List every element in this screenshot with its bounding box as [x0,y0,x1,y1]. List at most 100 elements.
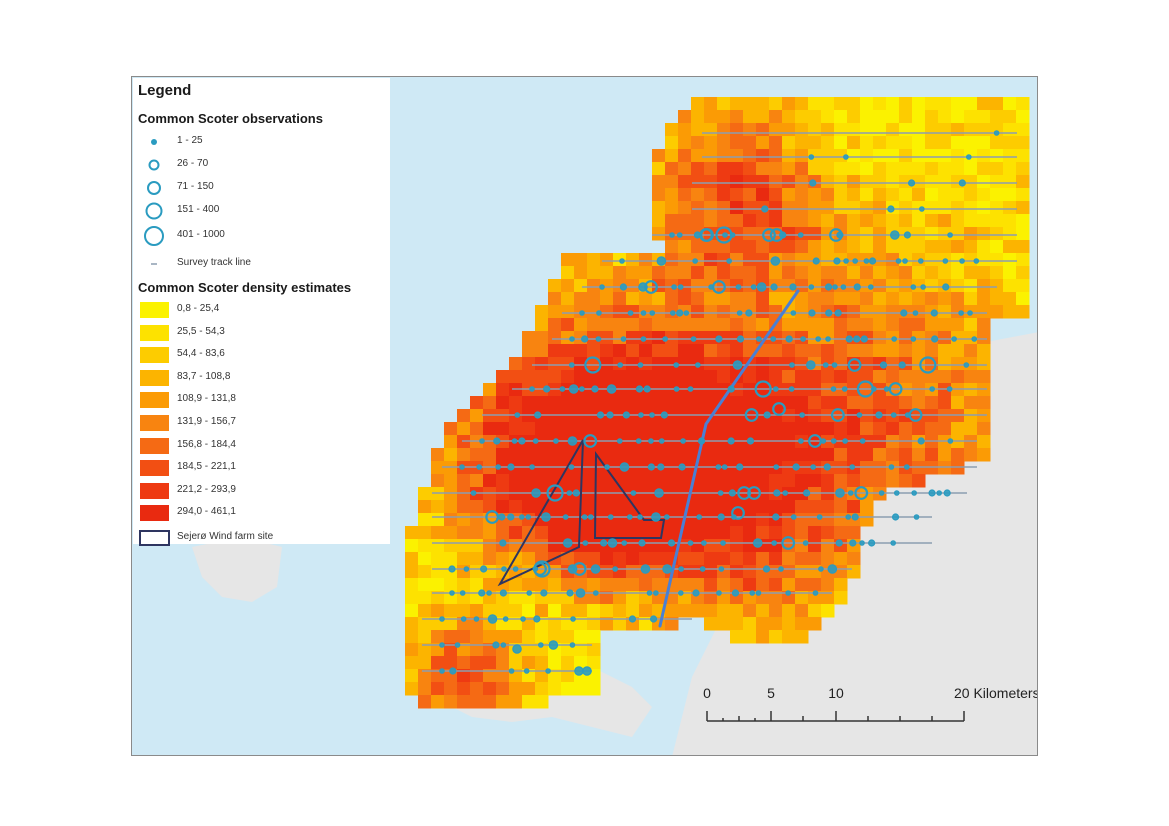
scoter-observation [993,130,1000,136]
density-cell [925,214,939,228]
scoter-observation [696,514,702,520]
density-cell [548,396,562,410]
density-cell [847,318,861,332]
density-cell [860,201,874,215]
density-cell [548,318,562,332]
scoter-observation [700,228,714,242]
density-cell [743,188,757,202]
scoter-observation [616,438,623,444]
density-cell [990,136,1004,150]
density-cell [561,396,575,410]
density-cell [847,149,861,163]
density-cell [704,97,718,111]
scoter-observation [570,616,576,622]
density-cell [782,175,796,189]
density-cell [431,591,445,605]
scoter-observation [448,565,456,573]
density-cell [717,500,731,514]
scoter-observation [736,335,745,343]
density-cell [899,162,913,176]
density-cell [626,474,640,488]
density-cell [782,344,796,358]
density-cell [704,123,718,137]
density-cell [821,578,835,592]
density-cell [808,227,822,241]
density-cell [496,695,510,709]
density-cell [522,591,536,605]
density-cell [1016,149,1030,163]
scoter-observation [606,411,614,419]
density-cell [470,396,484,410]
scoter-observation [587,514,594,520]
scoter-observation [572,562,587,576]
map-canvas[interactable] [132,77,1038,756]
density-cell [899,344,913,358]
density-cell [691,422,705,436]
density-cell [574,578,588,592]
density-cell [704,318,718,332]
density-cell [769,305,783,319]
scoter-observation [692,258,698,264]
density-cell [756,136,770,150]
windfarm-outline-icon [139,530,170,546]
density-cell [691,604,705,618]
density-cell [899,396,913,410]
density-cell [691,552,705,566]
density-cell [821,526,835,540]
density-cell [782,253,796,267]
density-cell [678,175,692,189]
density-cell [1016,201,1030,215]
density-cell [912,188,926,202]
density-cell [665,136,679,150]
density-cell [899,136,913,150]
scoter-observation [559,386,566,392]
density-cell [678,162,692,176]
density-cell [639,292,653,306]
density-cell [730,136,744,150]
scoter-observation [567,436,578,446]
density-cell [834,292,848,306]
scoter-observation [835,488,845,498]
density-cell [873,422,887,436]
density-cell [665,162,679,176]
scoter-observation [574,666,584,676]
density-cell [431,539,445,553]
scoter-observation [495,464,501,470]
density-cell [431,656,445,670]
density-cell [717,370,731,384]
density-cell [600,422,614,436]
density-cell [860,149,874,163]
boundary-line [658,289,800,628]
scoter-observation [459,590,466,596]
density-cell [626,344,640,358]
density-cell [938,318,952,332]
density-cell [678,370,692,384]
density-cell [704,149,718,163]
density-cell [873,253,887,267]
density-cell [886,448,900,462]
density-cell [795,474,809,488]
density-cell [535,578,549,592]
density-cell [509,422,523,436]
density-cell [990,305,1004,319]
density-cell [1016,123,1030,137]
density-cell [821,474,835,488]
scoter-observation [888,382,903,396]
density-cell [405,578,419,592]
scoter-observation [492,641,500,649]
density-cell [678,266,692,280]
density-cell [691,344,705,358]
density-cell [977,188,991,202]
density-cell [964,175,978,189]
density-cell [600,552,614,566]
scoter-observation [860,335,868,343]
density-cell [717,266,731,280]
density-cell [652,292,666,306]
scoter-observation [669,310,676,316]
scoter-observation [829,228,843,242]
density-class-label: 54,4 - 83,6 [177,348,225,360]
scoter-observation [712,280,726,294]
density-cell [860,305,874,319]
density-cell [743,162,757,176]
scoter-observation [818,566,824,572]
